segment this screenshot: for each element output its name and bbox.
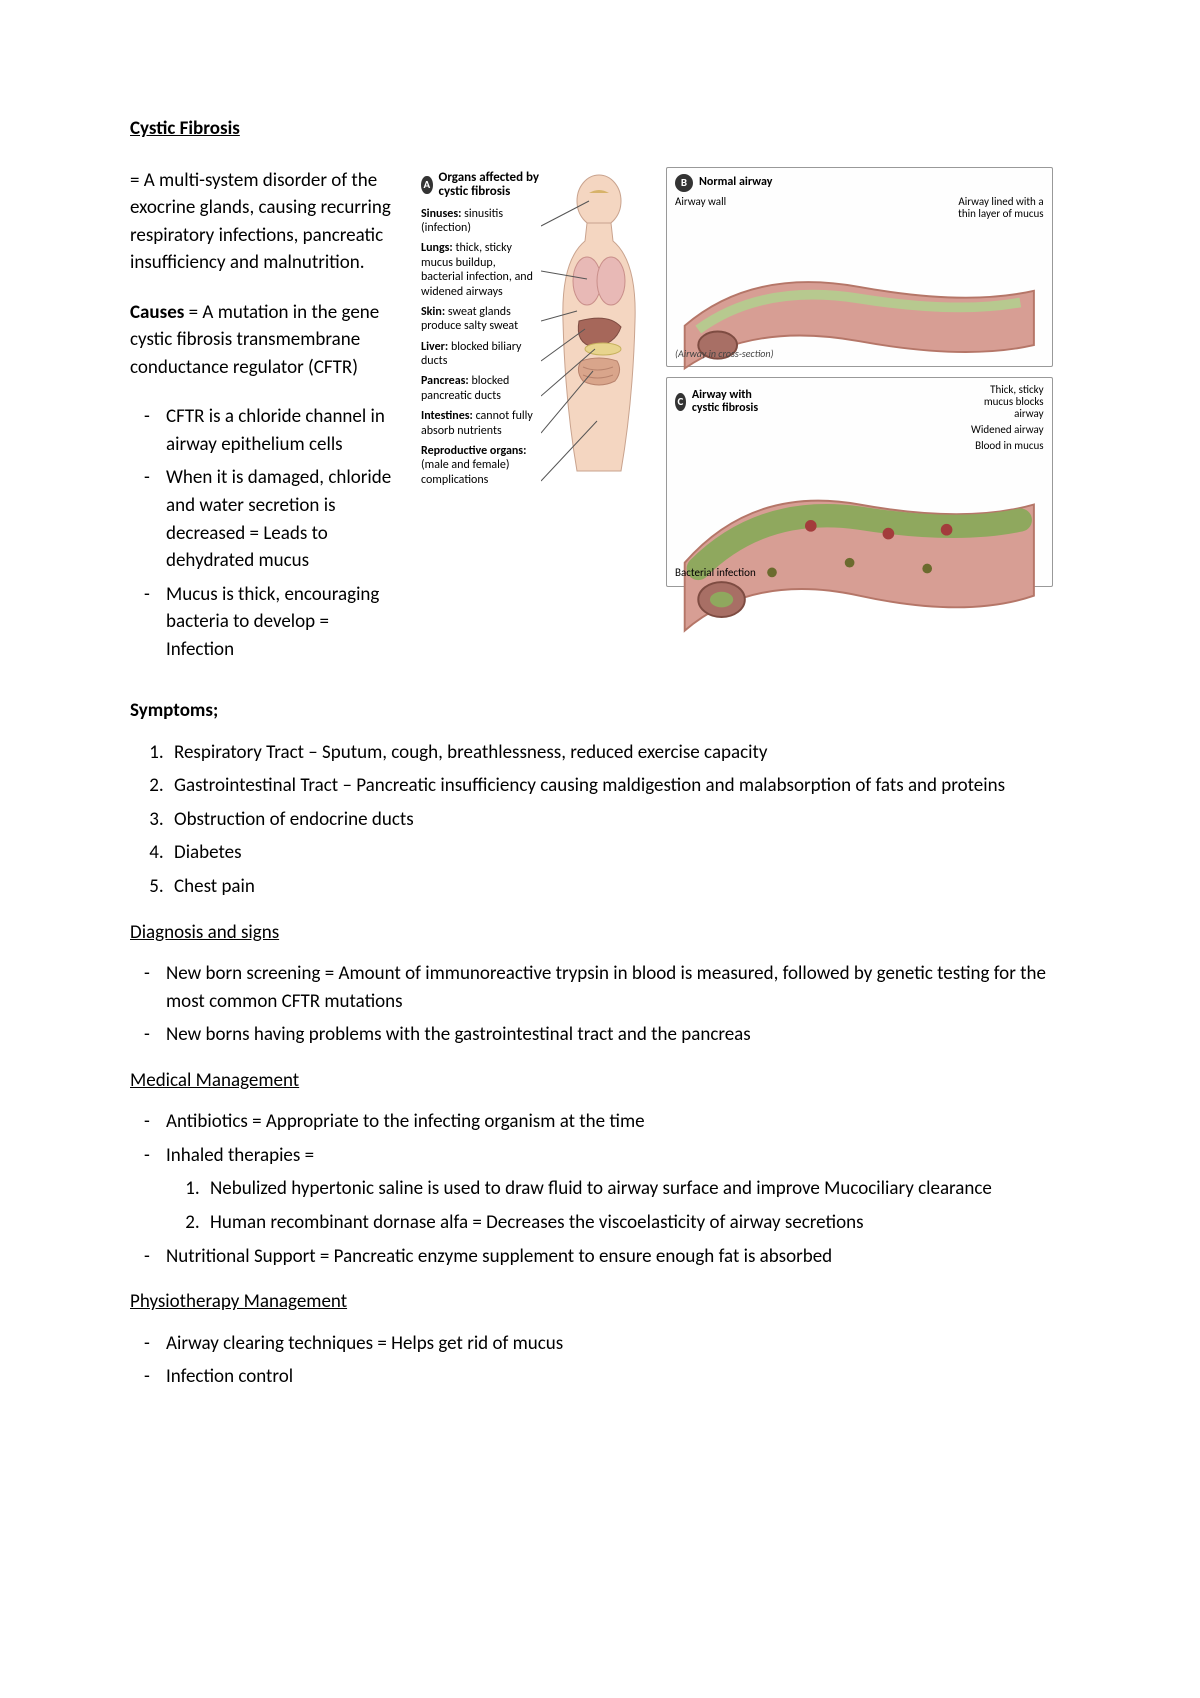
page-title: Cystic Fibrosis [130,115,1070,143]
label-thin-mucus: Airway lined with a thin layer of mucus [954,196,1044,220]
figure-right-stack: B Normal airway Airway wall Airway lined… [666,167,1053,587]
panel-badge-a: A [421,176,433,194]
figure-column: A Organs affected by cystic fibrosis Sin… [415,167,1070,587]
list-item: Chest pain [168,873,1070,901]
organ-name: Skin: [421,305,445,319]
list-item: Gastrointestinal Tract – Pancreatic insu… [168,772,1070,800]
label-blood: Blood in mucus [975,440,1043,452]
symptoms-heading: Symptoms; [130,697,1070,725]
label-airway-wall: Airway wall [675,196,726,220]
causes-label: Causes [130,301,184,324]
list-item: Airway clearing techniques = Helps get r… [166,1330,1070,1358]
list-item: Mucus is thick, encouraging bacteria to … [166,581,395,664]
label-bacterial: Bacterial infection [675,567,756,579]
figure-panel-c: C Airway with cystic fibrosis Thick, sti… [666,377,1053,587]
organ-name: Liver: [421,340,448,354]
list-item: Nutritional Support = Pancreatic enzyme … [166,1243,1070,1271]
panel-badge-c: C [675,393,686,411]
list-item: When it is damaged, chloride and water s… [166,464,395,574]
list-item: CFTR is a chloride channel in airway epi… [166,403,395,458]
definition-text: = A multi-system disorder of the exocrin… [130,167,395,277]
medical-heading: Medical Management [130,1067,1070,1095]
inhaled-sublist: Nebulized hypertonic saline is used to d… [166,1175,1070,1236]
diagnosis-heading: Diagnosis and signs [130,919,1070,947]
panel-b-title: Normal airway [699,176,772,189]
list-item: Antibiotics = Appropriate to the infecti… [166,1108,1070,1136]
torso-svg [541,171,656,531]
panel-c-title: Airway with cystic fibrosis [692,389,770,415]
symptoms-list: Respiratory Tract – Sputum, cough, breat… [130,739,1070,901]
list-item: Obstruction of endocrine ducts [168,806,1070,834]
causes-paragraph: Causes = A mutation in the gene cystic f… [130,299,395,382]
list-item: Inhaled therapies = Nebulized hypertonic… [166,1142,1070,1237]
medical-list: Antibiotics = Appropriate to the infecti… [130,1108,1070,1270]
torso-illustration [541,171,656,531]
organ-name: Reproductive organs: [421,444,526,458]
physio-heading: Physiotherapy Management [130,1288,1070,1316]
label-widened: Widened airway [971,424,1044,436]
figure-panel-a: A Organs affected by cystic fibrosis Sin… [415,167,660,537]
panel-badge-b: B [675,174,693,192]
list-item: Diabetes [168,839,1070,867]
top-section: = A multi-system disorder of the exocrin… [130,167,1070,680]
panel-a-title: Organs affected by cystic fibrosis [439,171,551,200]
list-item: Nebulized hypertonic saline is used to d… [204,1175,1070,1203]
list-item: Infection control [166,1363,1070,1391]
intro-column: = A multi-system disorder of the exocrin… [130,167,395,680]
cf-airway-svg [675,456,1044,650]
list-item: Human recombinant dornase alfa = Decreas… [204,1209,1070,1237]
document-page: Cystic Fibrosis = A multi-system disorde… [0,0,1200,1698]
physio-list: Airway clearing techniques = Helps get r… [130,1330,1070,1391]
organs-figure: A Organs affected by cystic fibrosis Sin… [415,167,1070,587]
list-item: Respiratory Tract – Sputum, cough, breat… [168,739,1070,767]
inhaled-lead: Inhaled therapies = [166,1144,314,1167]
label-cross-section: (Airway in cross-section) [675,347,774,362]
label-mucus-blocks: Thick, sticky mucus blocks airway [959,384,1044,420]
organ-name: Intestines: [421,409,473,423]
figure-panel-b: B Normal airway Airway wall Airway lined… [666,167,1053,367]
organ-name: Lungs: [421,241,453,255]
organ-name: Pancreas: [421,374,469,388]
causes-list: CFTR is a chloride channel in airway epi… [130,403,395,663]
organ-name: Sinuses: [421,207,461,221]
diagnosis-list: New born screening = Amount of immunorea… [130,960,1070,1049]
list-item: New born screening = Amount of immunorea… [166,960,1070,1015]
list-item: New borns having problems with the gastr… [166,1021,1070,1049]
organ-desc: (male and female) complications [421,458,510,486]
